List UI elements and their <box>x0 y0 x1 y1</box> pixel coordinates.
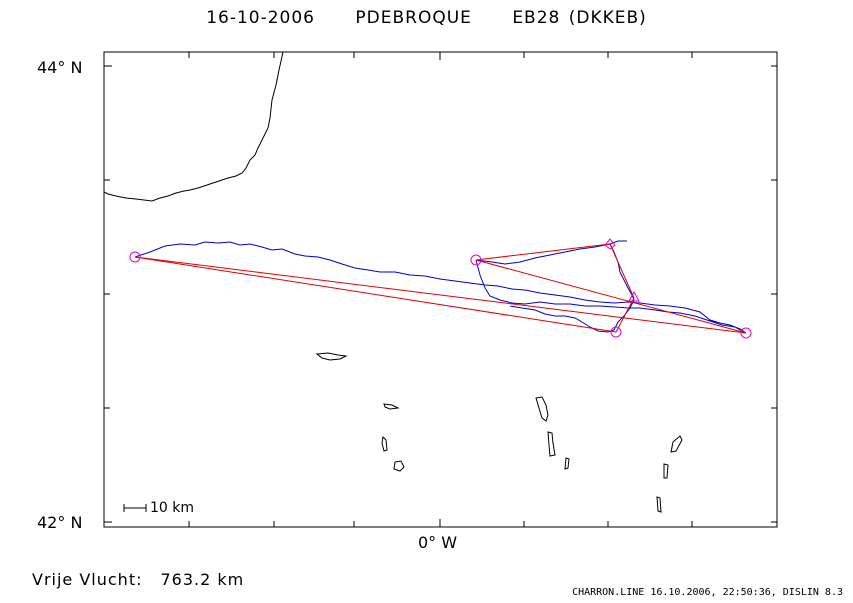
lat-label-bottom: 42° N <box>37 513 83 532</box>
islands <box>315 352 683 513</box>
free-flight-distance: Vrije Vlucht: 763.2 km <box>32 570 244 589</box>
glider-id: EB28 (DKKEB) <box>512 8 647 28</box>
turnpoints <box>129 238 752 339</box>
distance-label: Vrije Vlucht: <box>32 570 143 589</box>
lat-label-top: 44° N <box>37 58 83 77</box>
turnpoint-marker <box>470 254 482 266</box>
task-lines <box>134 243 747 334</box>
gps-track <box>134 240 747 334</box>
axis-ticks <box>104 52 777 527</box>
turnpoint-diamond-marker <box>604 238 616 250</box>
start-point-marker <box>129 251 141 263</box>
turnpoint-marker <box>740 327 752 339</box>
pilot-name: PDEBROQUE <box>355 8 472 28</box>
flight-date: 16-10-2006 <box>206 8 315 28</box>
plot-frame <box>103 51 778 528</box>
coastline <box>103 51 284 202</box>
scale-bar-label: 10 km <box>150 500 195 516</box>
chart-title: 16-10-2006 PDEBROQUE EB28 (DKKEB) <box>0 8 853 28</box>
distance-value: 763.2 km <box>160 570 245 589</box>
footer-info: CHARRON.LINE 16.10.2006, 22:50:36, DISLI… <box>572 587 843 598</box>
finish-point-marker <box>610 326 622 338</box>
scale-bar <box>123 504 147 512</box>
lon-label: 0° W <box>418 533 458 552</box>
turnpoint-triangle-marker <box>628 290 640 302</box>
